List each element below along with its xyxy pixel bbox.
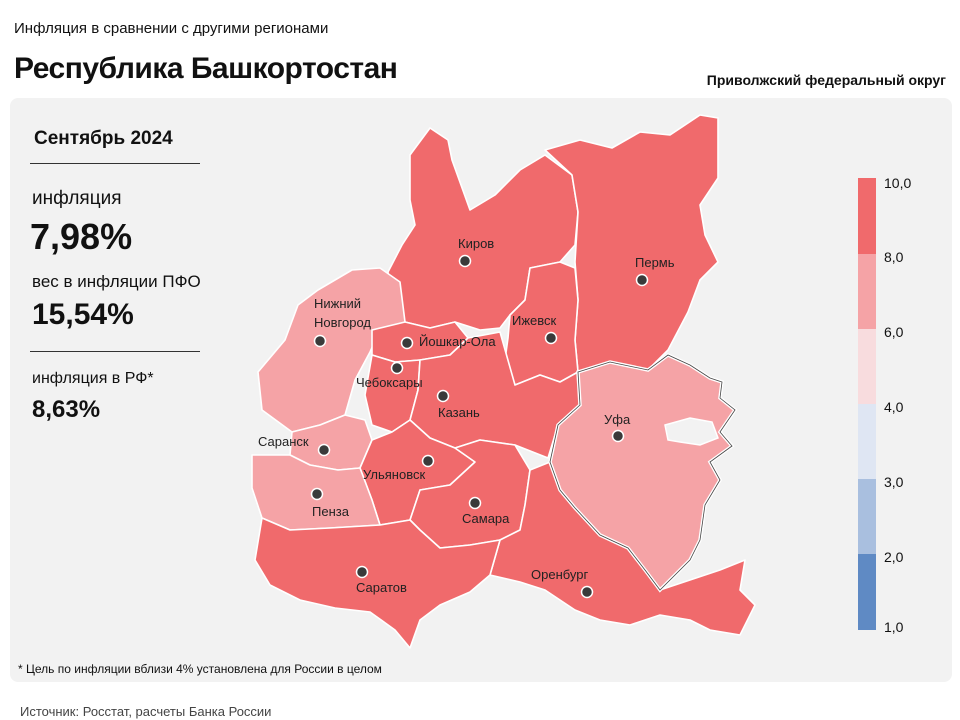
city-label-ufa: Уфа: [604, 412, 631, 427]
legend-bin-2-3: [858, 479, 876, 554]
legend: 10,0 8,0 6,0 4,0 3,0 2,0 1,0: [858, 175, 911, 635]
weight-label: вес в инфляции ПФО: [32, 272, 201, 291]
city-dot-ufa: [611, 429, 625, 443]
city-label-saratov: Саратов: [356, 580, 407, 595]
city-label-nizhny-1: Нижний: [314, 296, 361, 311]
city-label-perm: Пермь: [635, 255, 675, 270]
city-markers: Киров Пермь Нижний Новгород Ижевск Йошка…: [258, 236, 675, 599]
city-dot-saransk: [317, 443, 331, 457]
inflation-label: инфляция: [32, 188, 122, 209]
period-label: Сентябрь 2024: [34, 128, 173, 149]
city-label-kirov: Киров: [458, 236, 494, 251]
legend-tick-3: 3,0: [884, 474, 904, 490]
legend-tick-8: 8,0: [884, 249, 904, 265]
legend-bin-8-10: [858, 178, 876, 254]
source-note: Источник: Росстат, расчеты Банка России: [20, 704, 272, 719]
legend-tick-2: 2,0: [884, 549, 904, 565]
city-label-penza: Пенза: [312, 504, 350, 519]
weight-value: 15,54%: [32, 298, 134, 331]
region-saratov[interactable]: [254, 517, 501, 649]
divider-top: [30, 163, 200, 164]
city-dot-orenburg: [580, 585, 594, 599]
city-dot-penza: [310, 487, 324, 501]
city-dot-cheboksary: [390, 361, 404, 375]
city-label-nizhny-2: Новгород: [314, 315, 371, 330]
city-label-izhevsk: Ижевск: [512, 313, 557, 328]
city-dot-nizhny: [313, 334, 327, 348]
bashkortostan-inner-cutout: [664, 417, 719, 446]
legend-tick-10: 10,0: [884, 175, 911, 191]
city-label-kazan: Казань: [438, 405, 480, 420]
city-dot-saratov: [355, 565, 369, 579]
city-dot-ulyanovsk: [421, 454, 435, 468]
legend-bin-3-4: [858, 404, 876, 479]
city-label-ulyanovsk: Ульяновск: [363, 467, 425, 482]
highlight-inner-bashkortostan: [549, 354, 736, 591]
legend-bin-6-8: [858, 254, 876, 329]
map-subtitle: Инфляция в сравнении с другими регионами: [14, 20, 329, 37]
legend-tick-4: 4,0: [884, 399, 904, 415]
inflation-value: 7,98%: [30, 216, 133, 257]
legend-tick-6: 6,0: [884, 324, 904, 340]
legend-bin-4-6: [858, 329, 876, 404]
rf-inflation-value: 8,63%: [32, 396, 101, 423]
city-dot-yoshkar-ola: [400, 336, 414, 350]
city-dot-izhevsk: [544, 331, 558, 345]
city-label-yoshkar-ola: Йошкар-Ола: [419, 334, 496, 349]
city-dot-samara: [468, 496, 482, 510]
city-label-cheboksary: Чебоксары: [356, 375, 423, 390]
region-title: Республика Башкортостан: [14, 52, 398, 85]
rf-inflation-label: инфляция в РФ*: [32, 370, 154, 387]
city-label-saransk: Саранск: [258, 434, 309, 449]
city-dot-kazan: [436, 389, 450, 403]
footnote: * Цель по инфляции вблизи 4% установлена…: [18, 662, 382, 676]
city-dot-kirov: [458, 254, 472, 268]
city-label-samara: Самара: [462, 511, 510, 526]
legend-tick-1: 1,0: [884, 619, 904, 635]
federal-district-label: Приволжский федеральный округ: [706, 72, 946, 88]
legend-bin-1-2: [858, 554, 876, 630]
city-dot-perm: [635, 273, 649, 287]
divider-bottom: [30, 351, 200, 352]
city-label-orenburg: Оренбург: [531, 567, 588, 582]
